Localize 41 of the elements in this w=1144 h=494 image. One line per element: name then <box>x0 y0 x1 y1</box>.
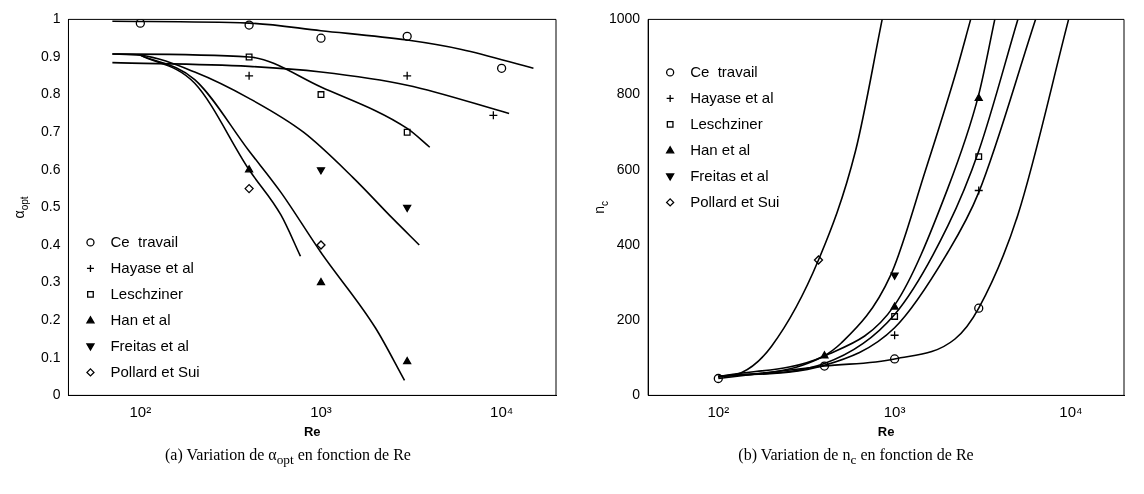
y-tick-label: 0.9 <box>40 47 61 64</box>
x-tick-label: 10³ <box>883 402 906 420</box>
y-axis-title: nc <box>591 201 611 214</box>
y-tick-label: 600 <box>616 160 641 177</box>
legend-label: Han et al <box>690 140 751 158</box>
y-tick-label: 0.5 <box>40 198 61 215</box>
y-tick-label: 0.4 <box>40 235 61 252</box>
x-tick-label: 10⁴ <box>1059 402 1083 420</box>
x-tick-label: 10⁴ <box>490 402 514 420</box>
legend-label: Hayase et al <box>690 88 774 106</box>
legend-label: Pollard et Sui <box>110 362 200 380</box>
y-tick-label: 400 <box>616 235 641 252</box>
y-axis-title: αopt <box>11 196 31 219</box>
y-tick-label: 200 <box>616 311 641 328</box>
x-axis-title: Re <box>303 423 321 439</box>
y-tick-label: 0.7 <box>40 123 61 140</box>
legend-label: Ce travail <box>110 232 178 250</box>
legend-label: Hayase et al <box>110 258 194 276</box>
y-tick-label: 0.1 <box>40 348 61 365</box>
legend-label: Leschziner <box>110 284 184 302</box>
y-tick-label: 0.2 <box>40 311 61 328</box>
legend-label: Ce travail <box>690 62 758 80</box>
y-tick-label: 0 <box>632 386 641 403</box>
legend-label: Pollard et Sui <box>690 192 780 210</box>
legend-label: Han et al <box>110 310 171 328</box>
x-axis-title: Re <box>877 423 895 439</box>
y-tick-label: 0.6 <box>40 160 61 177</box>
legend-label: Freitas et al <box>690 166 769 184</box>
legend-label: Freitas et al <box>110 336 189 354</box>
y-tick-label: 1000 <box>608 10 641 27</box>
y-tick-label: 800 <box>616 85 641 102</box>
text: (a) Variation de α$_{opt}$ en fonction de Re <box>165 446 411 469</box>
y-tick-label: 0.8 <box>40 85 61 102</box>
x-tick-label: 10² <box>707 402 730 420</box>
legend-label: Leschziner <box>690 114 763 132</box>
x-tick-label: 10³ <box>310 402 332 420</box>
x-tick-label: 10² <box>129 402 152 420</box>
y-tick-label: 1 <box>52 10 61 27</box>
y-tick-label: 0.3 <box>40 273 61 290</box>
y-tick-label: 0 <box>52 386 61 403</box>
text: (b) Variation de n$_{c}$ en fonction de Re <box>738 446 974 469</box>
